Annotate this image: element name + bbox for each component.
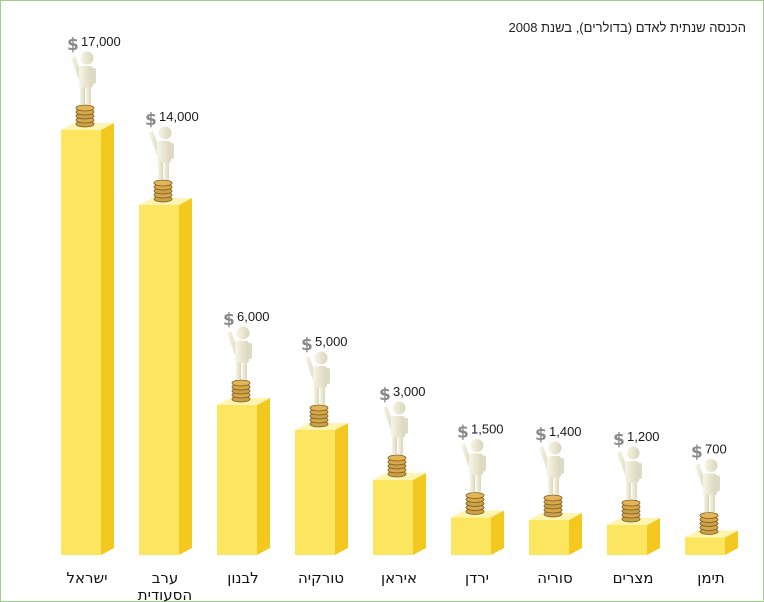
bar-side — [257, 398, 270, 555]
bar-8 — [607, 446, 660, 555]
category-label: ערב הסעודית — [138, 569, 192, 602]
value-label: 14,000 — [159, 109, 199, 124]
dollar-sign-icon: $ — [457, 423, 469, 443]
bar-side — [725, 530, 738, 555]
coin-stack-icon — [621, 499, 641, 523]
coin-stack-icon — [543, 494, 563, 518]
value-label: 1,400 — [549, 424, 582, 439]
category-label: איראן — [381, 569, 417, 587]
bar-3 — [217, 326, 270, 555]
coin-stack-icon — [309, 404, 329, 428]
bar-side — [335, 423, 348, 555]
bar-2 — [139, 126, 192, 555]
bar-7 — [529, 441, 582, 555]
person-icon — [461, 439, 486, 493]
bar-1 — [61, 51, 114, 555]
value-label: 5,000 — [315, 334, 348, 349]
coin-stack-icon — [699, 512, 719, 535]
category-label: ישראל — [66, 569, 107, 587]
bar-4 — [295, 351, 348, 555]
bar-side — [101, 123, 114, 555]
chart-title: הכנסה שנתית לאדם (בדולרים), בשנת 2008 — [508, 20, 747, 35]
dollar-sign-icon: $ — [535, 425, 547, 445]
dollar-sign-icon: $ — [145, 110, 157, 130]
category-label: מצרים — [613, 569, 654, 587]
dollar-sign-icon: $ — [67, 35, 79, 55]
dollar-sign-icon: $ — [379, 385, 391, 405]
bar-front — [529, 520, 569, 555]
person-icon — [71, 51, 96, 105]
dollar-sign-icon: $ — [301, 335, 313, 355]
bar-side — [413, 473, 426, 555]
bar-side — [179, 198, 192, 555]
bar-front — [685, 537, 725, 555]
coin-stack-icon — [75, 104, 95, 128]
coin-stack-icon — [465, 492, 485, 515]
bar-9 — [685, 459, 738, 555]
bar-6 — [451, 439, 504, 555]
dollar-sign-icon: $ — [223, 310, 235, 330]
bar-front — [295, 430, 335, 555]
bar-side — [491, 510, 504, 555]
person-icon — [539, 441, 564, 495]
dollar-sign-icon: $ — [613, 430, 625, 450]
bar-side — [569, 513, 582, 555]
bar-front — [61, 130, 101, 555]
value-label: 700 — [705, 442, 727, 457]
bar-front — [139, 205, 179, 555]
coin-stack-icon — [231, 379, 251, 403]
value-label: 1,500 — [471, 422, 504, 437]
person-icon — [227, 326, 252, 380]
person-icon — [617, 446, 642, 500]
bar-front — [373, 480, 413, 555]
person-icon — [149, 126, 174, 180]
category-label: לבנון — [227, 569, 258, 587]
category-label: סוריה — [537, 569, 572, 587]
category-label: ירדן — [465, 569, 489, 587]
bar-front — [607, 525, 647, 555]
bar-front — [451, 517, 491, 555]
value-label: 3,000 — [393, 384, 426, 399]
bar-front — [217, 405, 257, 555]
person-icon — [695, 459, 720, 513]
category-label: טורקיה — [298, 569, 344, 587]
coin-stack-icon — [153, 179, 173, 203]
bar-side — [647, 518, 660, 555]
value-label: 1,200 — [627, 429, 660, 444]
person-icon — [305, 351, 330, 405]
person-icon — [383, 401, 408, 455]
dollar-sign-icon: $ — [691, 443, 703, 463]
value-label: 17,000 — [81, 34, 121, 49]
category-label: תימן — [697, 569, 725, 587]
value-label: 6,000 — [237, 309, 270, 324]
bar-5 — [373, 401, 426, 555]
coin-stack-icon — [387, 454, 407, 478]
